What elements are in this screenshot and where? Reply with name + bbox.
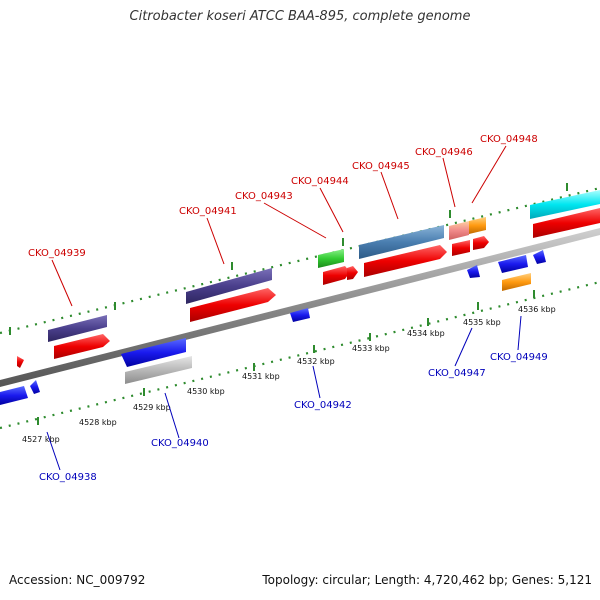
gene-right-arrow — [533, 208, 600, 238]
gene-label-cko-04945: CKO_04945 — [352, 161, 410, 172]
gene-cko-04942-arrow — [290, 308, 310, 322]
gene-cko-04947-arrow — [467, 265, 480, 278]
tick-label-4532: 4532 kbp — [297, 357, 335, 366]
gene-cko-04949-feature — [502, 273, 531, 291]
map-title: Citrobacter koseri ATCC BAA-895, complet… — [129, 9, 471, 24]
topology-summary: Topology: circular; Length: 4,720,462 bp… — [262, 573, 592, 587]
accession-label: Accession: NC_009792 — [9, 573, 146, 587]
tick-label-4528: 4528 kbp — [79, 418, 117, 427]
gene-label-cko-04939: CKO_04939 — [28, 248, 86, 259]
gene-cyan-feature — [530, 190, 600, 219]
gene-cko-04945-arrow — [364, 245, 447, 277]
gene-label-cko-04944: CKO_04944 — [291, 176, 349, 187]
gene-cko-04938-arrow — [0, 386, 28, 405]
gene-cko-04941-arrow — [190, 288, 276, 322]
gene-label-cko-04946: CKO_04946 — [415, 147, 473, 158]
gene-cko-04939-feature — [48, 315, 107, 342]
gene-cko-04940-arrow — [121, 338, 186, 367]
gene-cko-04948-arrow — [473, 236, 489, 250]
gene-label-cko-04938: CKO_04938 — [39, 472, 97, 483]
gene-cko-04941-feature — [186, 268, 272, 304]
gene-label-cko-04942: CKO_04942 — [294, 400, 352, 411]
gene-cko-04949-arrow — [498, 255, 528, 273]
tick-marks — [9, 183, 568, 425]
tick-label-4536: 4536 kbp — [518, 305, 556, 314]
gene-cko-04948-feature — [469, 217, 486, 234]
gene-cko-04939-arrow — [54, 334, 110, 359]
gene-cko-04943-arrow — [347, 266, 358, 280]
gene-cko-04944-arrow — [323, 266, 350, 285]
tick-label-4535: 4535 kbp — [463, 318, 501, 327]
reverse-dot-track — [0, 280, 600, 430]
tick-label-4534: 4534 kbp — [407, 329, 445, 338]
forward-dot-track — [0, 186, 600, 335]
tick-label-4531: 4531 kbp — [242, 372, 280, 381]
gene-small-blue-arrow-2 — [533, 250, 546, 264]
gene-label-cko-04949: CKO_04949 — [490, 352, 548, 363]
gene-label-cko-04948: CKO_04948 — [480, 134, 538, 145]
scale-labels: 4527 kbp 4528 kbp 4529 kbp 4530 kbp 4531… — [22, 305, 556, 444]
gene-small-blue-arrow — [30, 380, 40, 394]
forward-genes — [17, 190, 600, 368]
tick-label-4530: 4530 kbp — [187, 387, 225, 396]
gene-label-cko-04943: CKO_04943 — [235, 191, 293, 202]
gene-cko-04946-arrow — [452, 240, 470, 256]
tick-label-4533: 4533 kbp — [352, 344, 390, 353]
gene-cko-04940-feature — [125, 356, 192, 384]
gene-label-cko-04941: CKO_04941 — [179, 206, 237, 217]
reverse-genes — [0, 250, 546, 405]
gene-cko-04945-feature — [359, 225, 444, 259]
gene-label-cko-04940: CKO_04940 — [151, 438, 209, 449]
tick-label-4529: 4529 kbp — [133, 403, 171, 412]
callout-lines — [46, 145, 522, 471]
tick-label-4527: 4527 kbp — [22, 435, 60, 444]
gene-cko-04946-feature — [449, 221, 469, 240]
gene-label-cko-04947: CKO_04947 — [428, 368, 486, 379]
gene-labels: CKO_04938 CKO_04939 CKO_04940 CKO_04941 … — [28, 134, 548, 483]
gene-small-red-arrow — [17, 356, 24, 368]
gene-cko-04944-feature — [318, 249, 344, 268]
